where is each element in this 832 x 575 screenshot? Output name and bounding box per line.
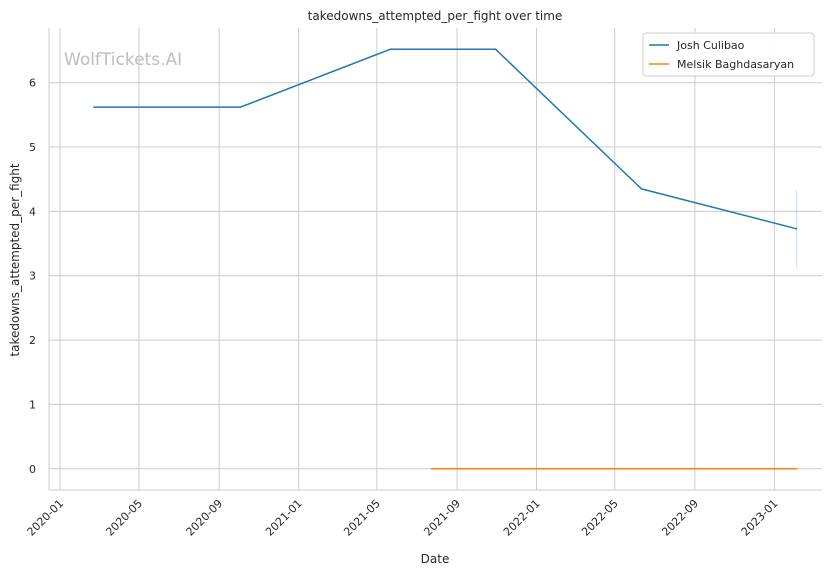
x-axis-title: Date — [421, 552, 450, 566]
data-point — [389, 48, 392, 50]
plot-area — [93, 48, 798, 470]
y-axis: 0 1 2 3 4 5 6 — [29, 77, 36, 476]
data-point — [795, 228, 798, 230]
y-tick-label: 3 — [29, 270, 36, 283]
data-point — [640, 188, 643, 190]
legend-box — [642, 32, 815, 77]
y-tick-label: 2 — [29, 334, 36, 347]
y-axis-title: takedowns_attempted_per_fight — [8, 163, 22, 356]
data-point — [239, 106, 242, 108]
series-line-0 — [94, 48, 797, 230]
legend-label: Josh Culibao — [676, 39, 745, 52]
y-tick-label: 0 — [29, 463, 36, 476]
y-tick-label: 4 — [29, 205, 36, 218]
y-tick-label: 1 — [29, 398, 36, 411]
data-point — [494, 48, 497, 50]
y-tick-label: 5 — [29, 141, 36, 154]
y-tick-label: 6 — [29, 77, 36, 90]
data-point — [93, 106, 95, 108]
legend: Josh Culibao Melsik Baghdasaryan — [642, 32, 815, 77]
legend-label: Melsik Baghdasaryan — [677, 58, 794, 71]
grid-lines — [48, 28, 822, 491]
data-point — [430, 468, 433, 470]
watermark-text: WolfTickets.AI — [64, 50, 182, 70]
data-point — [795, 468, 798, 470]
chart-title: takedowns_attempted_per_fight over time — [308, 9, 563, 23]
